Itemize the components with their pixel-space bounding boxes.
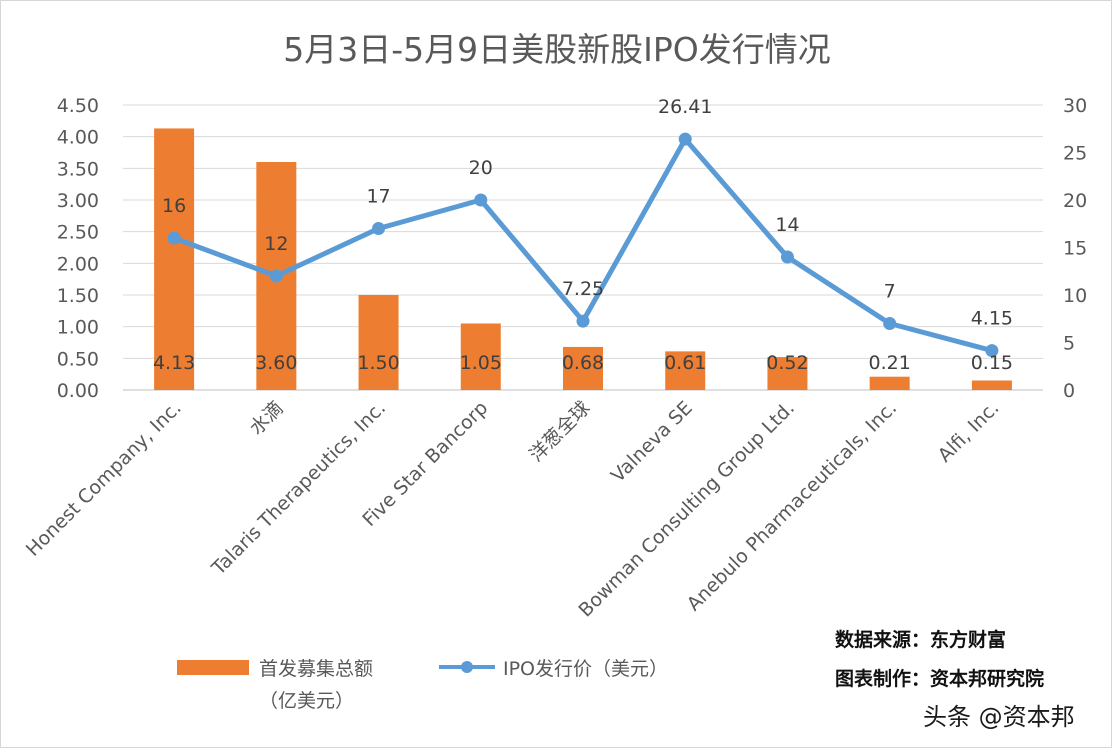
category-label: Anebulo Pharmaceuticals, Inc.	[683, 397, 901, 615]
line-data-label: 12	[264, 233, 288, 255]
line-data-label: 14	[775, 214, 799, 236]
bar-data-label: 0.68	[562, 352, 604, 374]
category-label: 洋葱全球	[525, 397, 594, 466]
right-tick-label: 10	[1063, 285, 1087, 307]
right-tick-label: 5	[1063, 333, 1075, 355]
line-data-label: 26.41	[658, 96, 712, 118]
bar	[460, 323, 501, 390]
bar	[154, 128, 195, 390]
category-label: Bowman Consulting Group Ltd.	[574, 397, 798, 621]
left-tick-label: 2.50	[57, 222, 99, 244]
line-point	[474, 193, 488, 207]
bar-data-label: 1.50	[357, 352, 399, 374]
legend-bar-label-line2: （亿美元）	[259, 690, 354, 712]
bar-data-label: 0.15	[971, 352, 1013, 374]
line-point	[985, 344, 999, 358]
chart-title: 5月3日-5月9日美股新股IPO发行情况	[283, 30, 831, 69]
left-tick-label: 2.00	[57, 253, 99, 275]
right-tick-label: 0	[1063, 380, 1075, 402]
category-label: Alfi, Inc.	[934, 397, 1004, 467]
right-tick-label: 30	[1063, 95, 1087, 117]
legend-line-label: IPO发行价（美元）	[503, 658, 668, 680]
left-tick-label: 0.50	[57, 348, 99, 370]
right-axis-ticks: 0 5 10 15 20 25 30	[1063, 95, 1087, 402]
left-tick-label: 4.50	[57, 95, 99, 117]
left-tick-label: 4.00	[57, 127, 99, 149]
line-data-labels: 16 12 17 20 7.25 26.41 14 7 4.15	[162, 96, 1013, 329]
left-tick-label: 3.50	[57, 158, 99, 180]
category-label: Honest Company, Inc.	[22, 397, 186, 561]
left-tick-label: 3.00	[57, 190, 99, 212]
bar	[665, 351, 706, 390]
source-note-data: 数据来源：东方财富	[835, 628, 1006, 651]
line-data-label: 20	[469, 157, 493, 179]
line-point	[167, 231, 181, 245]
watermark: 头条 @资本邦	[923, 703, 1075, 731]
bar-data-label: 0.21	[869, 352, 911, 374]
bar	[358, 295, 399, 390]
legend: 首发募集总额 （亿美元） IPO发行价（美元）	[177, 658, 668, 712]
line-point	[576, 314, 590, 328]
left-tick-label: 0.00	[57, 380, 99, 402]
line-point	[883, 317, 897, 330]
bar-data-label: 0.52	[766, 352, 808, 374]
category-label: 水滴	[245, 397, 287, 439]
line-data-label: 16	[162, 195, 186, 217]
bar-data-label: 0.61	[664, 352, 706, 374]
left-tick-label: 1.50	[57, 285, 99, 307]
source-note-maker: 图表制作：资本邦研究院	[835, 667, 1044, 690]
bar	[563, 346, 603, 390]
category-label: Valneva SE	[607, 397, 697, 487]
bar	[767, 357, 808, 390]
bar	[971, 380, 1012, 390]
line-point	[780, 250, 794, 264]
legend-line-marker	[461, 661, 473, 673]
line-data-label: 17	[366, 186, 390, 208]
right-tick-label: 25	[1063, 143, 1087, 165]
line-point	[372, 222, 386, 235]
bar-data-label: 1.05	[460, 352, 502, 374]
legend-bar-label-line1: 首发募集总额	[259, 658, 373, 680]
right-tick-label: 15	[1063, 238, 1087, 260]
bar	[869, 376, 910, 390]
bar-data-label: 4.13	[153, 352, 195, 374]
bar-series	[154, 128, 1012, 390]
left-tick-label: 1.00	[57, 317, 99, 339]
line-data-label: 4.15	[971, 308, 1013, 330]
category-label: Talaris Therapeutics, Inc.	[207, 397, 390, 580]
right-tick-label: 20	[1063, 190, 1087, 212]
line-point	[269, 269, 283, 283]
left-axis-ticks: 0.00 0.50 1.00 1.50 2.00 2.50 3.00 3.50 4.00 4.50	[57, 95, 99, 402]
legend-bar-swatch	[177, 660, 249, 675]
line-data-label: 7.25	[562, 278, 604, 300]
bar-data-label: 3.60	[255, 352, 297, 374]
bar-data-labels: 4.13 3.60 1.50 1.05 0.68 0.61 0.52 0.21 0.15	[153, 352, 1013, 374]
line-data-label: 7	[884, 281, 896, 303]
line-point	[678, 132, 692, 146]
line-series	[167, 132, 999, 358]
